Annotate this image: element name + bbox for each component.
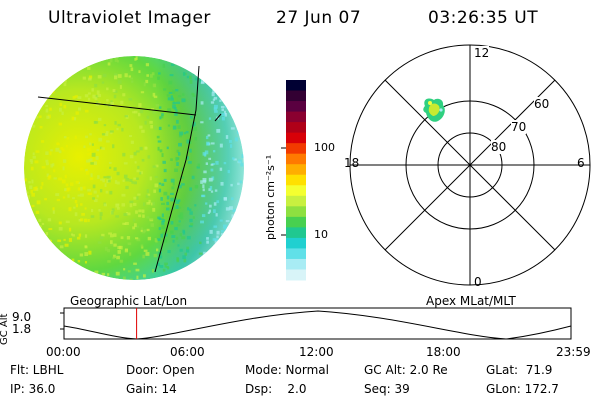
colorbar-segment — [286, 101, 306, 113]
alt-xtick-0000: 00:00 — [46, 345, 81, 359]
polar-label-right: 6 — [577, 156, 585, 170]
filter-info: Flt: LBHL — [10, 363, 64, 377]
dsp-info: Dsp: 2.0 — [245, 382, 307, 396]
polar-ring-label-60: 60 — [534, 97, 550, 111]
alt-plot-left-title: Geographic Lat/Lon — [70, 294, 188, 308]
alt-tick-1_8: 1.8 — [12, 322, 32, 336]
colorbar-segment — [286, 153, 306, 165]
seq-info: Seq: 39 — [364, 382, 410, 396]
glat-info: GLat: 71.9 — [486, 363, 553, 377]
colorbar-segment — [286, 164, 306, 176]
colorbar-segment — [286, 132, 306, 144]
colorbar-segment — [286, 248, 306, 260]
orbit-altitude-curve — [63, 310, 572, 340]
colorbar-segment — [286, 111, 306, 123]
alt-xtick-0600: 06:00 — [170, 345, 205, 359]
colorbar-segment — [286, 216, 306, 228]
colorbar-segment — [286, 258, 306, 270]
alt-tick-9: 9.0 — [12, 310, 32, 324]
longitude-line — [154, 65, 200, 273]
ip-info: IP: 36.0 — [10, 382, 56, 396]
colorbar-segment — [286, 269, 306, 281]
polar-label-top: 12 — [474, 46, 490, 60]
polar-label-bottom: 0 — [474, 275, 482, 289]
time-label: 03:26:35 UT — [428, 8, 539, 28]
colorbar-segment — [286, 122, 306, 134]
colorbar-tick-label-10: 10 — [314, 228, 328, 241]
alt-xtick-1800: 18:00 — [426, 345, 461, 359]
colorbar-segment — [286, 195, 306, 207]
alt-plot-right-title: Apex MLat/MLT — [426, 294, 516, 308]
colorbar-segment — [286, 206, 306, 218]
latitude-line — [37, 96, 197, 116]
gc-alt-info: GC Alt: 2.0 Re — [364, 363, 448, 377]
colorbar-segment — [286, 80, 306, 92]
door-info: Door: Open — [126, 363, 195, 377]
date-label: 27 Jun 07 — [276, 8, 362, 28]
alt-plot-frame — [63, 307, 572, 340]
colorbar-segment — [286, 237, 306, 249]
mode-info: Mode: Normal — [245, 363, 329, 377]
polar-diagonal-2 — [384, 79, 556, 251]
alt-xtick-2359: 23:59 — [556, 345, 591, 359]
colorbar-segment — [286, 143, 306, 155]
alt-xtick-1200: 12:00 — [299, 345, 334, 359]
colorbar-tick-label-100: 100 — [314, 141, 335, 154]
gain-info: Gain: 14 — [126, 382, 177, 396]
colorbar-segment — [286, 90, 306, 102]
glon-info: GLon: 172.7 — [486, 382, 559, 396]
colorbar-segment — [286, 227, 306, 239]
polar-ring-label-70: 70 — [511, 120, 527, 134]
colorbar-segment — [286, 185, 306, 197]
colorbar-segment — [286, 174, 306, 186]
meridian-tick — [214, 113, 222, 122]
polar-ring-label-80: 80 — [491, 140, 507, 154]
polar-label-left: 18 — [344, 156, 360, 170]
instrument-title: Ultraviolet Imager — [48, 8, 211, 28]
auroral-blob — [423, 98, 445, 122]
